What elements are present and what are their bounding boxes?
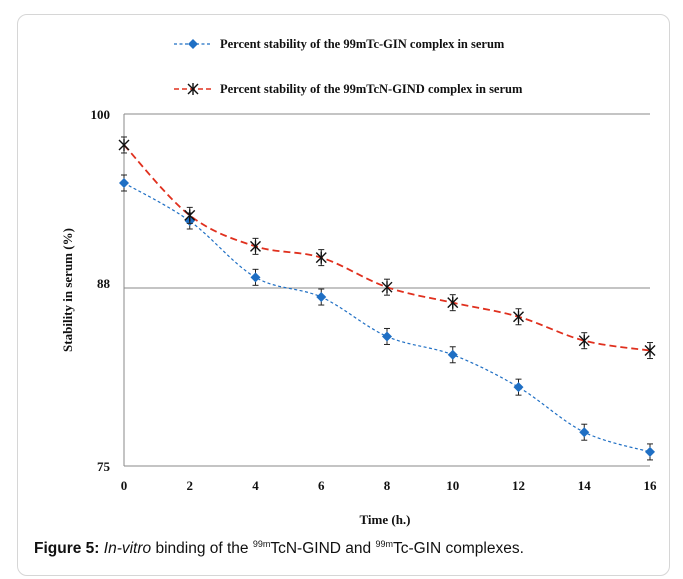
caption-text-b: TcN-GIND and — [270, 540, 376, 557]
data-point — [118, 138, 130, 151]
y-tick-label: 88 — [97, 276, 111, 291]
data-point — [645, 446, 655, 457]
x-tick-label: 14 — [578, 478, 592, 493]
x-tick-label: 4 — [252, 478, 259, 493]
data-point — [250, 272, 261, 283]
data-point — [578, 334, 590, 347]
caption-text-a: binding of the — [151, 540, 253, 557]
x-tick-label: 10 — [446, 478, 459, 493]
x-tick-labels: 0 2 4 6 8 10 12 14 16 — [121, 478, 657, 493]
y-tick-label: 100 — [91, 107, 111, 122]
legend: Percent stability of the 99mTc-GIN compl… — [174, 37, 523, 96]
caption-label: Figure 5: — [34, 540, 100, 557]
data-point — [316, 292, 327, 303]
data-point — [382, 331, 392, 342]
x-tick-label: 6 — [318, 478, 325, 493]
data-point — [447, 296, 459, 309]
data-point — [447, 349, 458, 360]
x-tick-label: 8 — [384, 478, 391, 493]
data-point — [250, 240, 261, 253]
legend-label: Percent stability of the 99mTcN-GIND com… — [220, 82, 523, 96]
series-layer — [118, 136, 656, 461]
data-point — [187, 83, 199, 95]
x-tick-label: 12 — [512, 478, 525, 493]
data-point — [513, 310, 524, 323]
series-line — [123, 144, 651, 352]
data-point — [644, 344, 656, 357]
caption-sup-1: 99m — [252, 538, 271, 549]
series-line — [123, 182, 651, 453]
data-point — [184, 209, 196, 222]
caption-text-c: Tc-GIN complexes. — [392, 540, 524, 557]
data-point — [188, 39, 198, 49]
data-point — [381, 281, 393, 294]
y-tick-labels: 75 88 100 — [91, 107, 111, 474]
x-axis-label: Time (h.) — [359, 512, 410, 527]
x-tick-label: 2 — [187, 478, 194, 493]
chart: Percent stability of the 99mTc-GIN compl… — [60, 37, 657, 527]
caption-italic: In-vitro — [103, 540, 152, 557]
x-tick-label: 0 — [121, 478, 128, 493]
data-point — [579, 427, 590, 438]
data-point — [513, 382, 524, 393]
y-axis-label: Stability in serum (%) — [60, 228, 75, 352]
data-point — [315, 251, 327, 264]
data-point — [119, 177, 129, 188]
caption-sup-2: 99m — [375, 538, 393, 549]
figure-frame — [17, 14, 670, 576]
legend-label: Percent stability of the 99mTc-GIN compl… — [220, 37, 505, 51]
figure-caption: Figure 5: In-vitro binding of the 99mTcN… — [34, 538, 674, 558]
x-tick-label: 16 — [644, 478, 658, 493]
y-tick-label: 75 — [97, 459, 111, 474]
